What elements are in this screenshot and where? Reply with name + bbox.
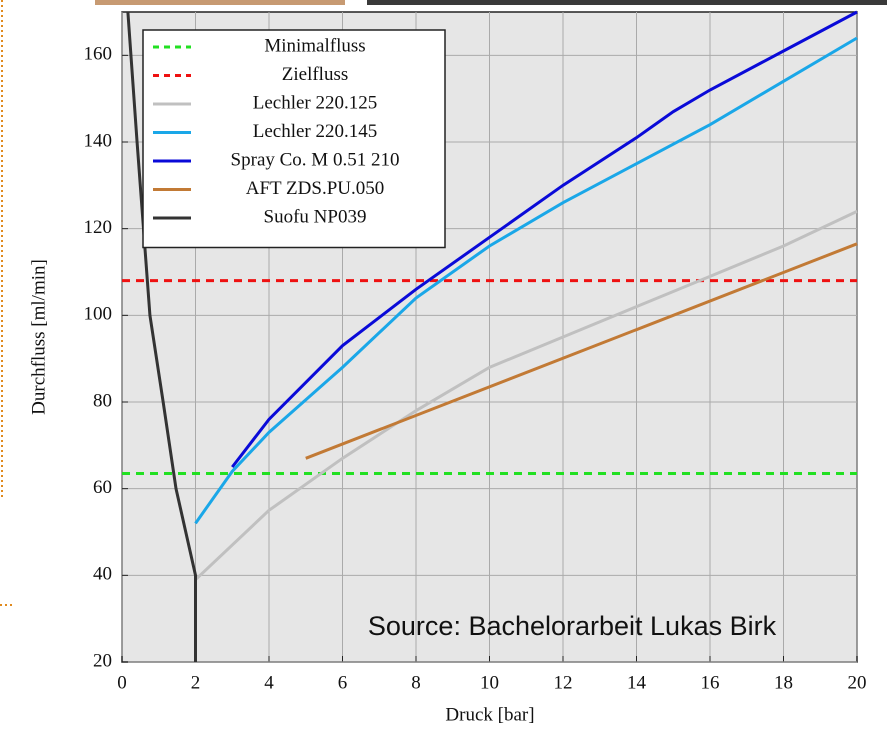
x-tick-label: 18 bbox=[774, 672, 793, 693]
y-tick-label: 40 bbox=[93, 564, 112, 585]
series-line bbox=[231, 10, 858, 468]
y-tick-label: 120 bbox=[84, 217, 113, 238]
legend-box bbox=[142, 29, 446, 249]
series-line bbox=[194, 36, 858, 525]
legend-label: AFT ZDS.PU.050 bbox=[246, 178, 384, 199]
y-axis-label: Durchfluss [ml/min] bbox=[28, 259, 49, 415]
top-image-strip bbox=[95, 0, 345, 5]
legend-label: Lechler 220.145 bbox=[253, 121, 378, 142]
legend-label: Zielfluss bbox=[282, 64, 349, 85]
y-tick-label: 160 bbox=[84, 44, 113, 65]
x-tick-label: 2 bbox=[191, 672, 201, 693]
y-tick-label: 100 bbox=[84, 304, 113, 325]
y-tick-label: 80 bbox=[93, 390, 112, 411]
y-tick-label: 20 bbox=[93, 650, 112, 671]
x-tick-label: 4 bbox=[264, 672, 274, 693]
legend-label: Lechler 220.125 bbox=[253, 92, 378, 113]
x-axis-label: Druck [bar] bbox=[445, 704, 534, 725]
x-tick-label: 14 bbox=[627, 672, 647, 693]
x-tick-label: 20 bbox=[848, 672, 867, 693]
y-tick-label: 60 bbox=[93, 477, 112, 498]
annotation: Source: Bachelorarbeit Lukas Birk bbox=[368, 611, 777, 641]
series-line bbox=[194, 209, 858, 581]
series-line bbox=[126, 11, 197, 662]
legend-label: Minimalfluss bbox=[264, 35, 365, 56]
legend-label: Spray Co. M 0.51 210 bbox=[231, 149, 400, 170]
y-tick-label: 140 bbox=[84, 130, 113, 151]
series-line bbox=[305, 242, 858, 460]
x-tick-label: 16 bbox=[701, 672, 720, 693]
x-tick-label: 0 bbox=[117, 672, 127, 693]
x-tick-label: 10 bbox=[480, 672, 499, 693]
x-tick-label: 8 bbox=[411, 672, 421, 693]
x-tick-label: 12 bbox=[554, 672, 573, 693]
legend-label: Suofu NP039 bbox=[264, 206, 367, 227]
top-image-strip bbox=[367, 0, 887, 5]
x-tick-label: 6 bbox=[338, 672, 348, 693]
